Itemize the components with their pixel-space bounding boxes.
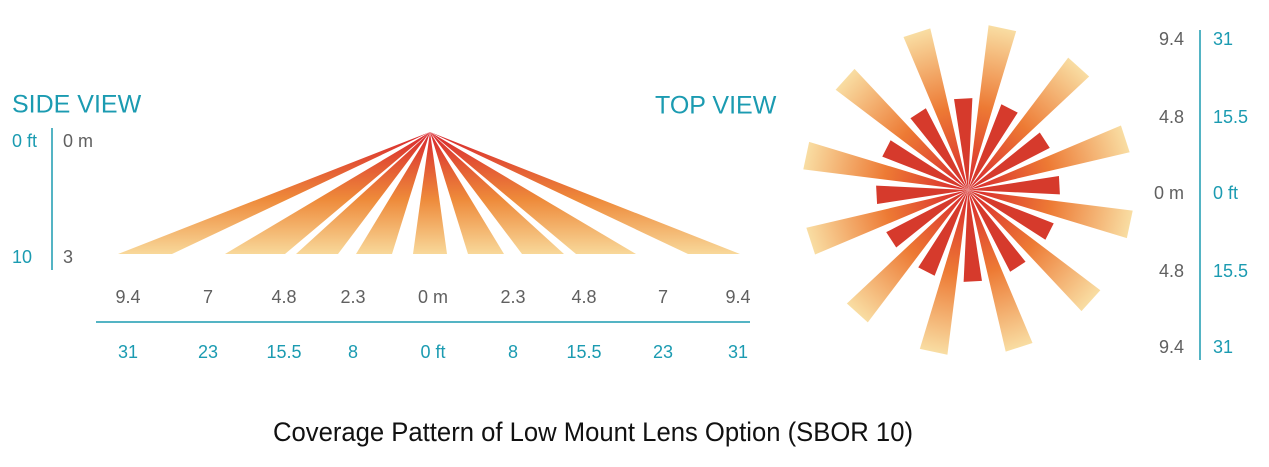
beam [430, 132, 636, 254]
scale-m: 0 m [1154, 183, 1184, 203]
width-ft: 8 [508, 342, 518, 362]
long-beam [803, 141, 968, 190]
width-m: 4.8 [271, 287, 296, 307]
top-view-pattern [803, 25, 1133, 355]
long-beam [846, 190, 968, 323]
beam [356, 132, 430, 254]
short-beam [886, 190, 968, 248]
short-beam [968, 190, 1054, 240]
beam [430, 132, 564, 254]
width-m: 2.3 [340, 287, 365, 307]
width-ft: 15.5 [266, 342, 301, 362]
short-beam [968, 190, 1026, 272]
long-beam [903, 28, 968, 191]
short-beam [910, 108, 968, 190]
scale-m: 9.4 [1159, 29, 1184, 49]
top-view-title: TOP VIEW [655, 92, 777, 120]
short-beam [876, 185, 968, 204]
short-beam [968, 176, 1060, 195]
width-ft: 31 [728, 342, 748, 362]
scale-ft: 31 [1213, 337, 1233, 357]
beam [118, 132, 430, 254]
caption: Coverage Pattern of Low Mount Lens Optio… [273, 417, 913, 447]
width-ft: 8 [348, 342, 358, 362]
short-beam [918, 190, 968, 276]
width-m: 2.3 [500, 287, 525, 307]
width-m: 9.4 [115, 287, 140, 307]
width-m: 0 m [418, 287, 448, 307]
width-ft: 15.5 [566, 342, 601, 362]
beam [430, 132, 740, 254]
short-beam [968, 104, 1018, 190]
beam [225, 132, 430, 254]
beam [413, 132, 447, 254]
long-beam [968, 125, 1130, 190]
depth-ft: 0 ft [12, 131, 37, 151]
scale-m: 4.8 [1159, 261, 1184, 281]
depth-m: 0 m [63, 131, 93, 151]
long-beam [806, 190, 968, 255]
width-ft: 23 [653, 342, 673, 362]
width-m: 7 [658, 287, 668, 307]
beam [430, 132, 504, 254]
long-beam [968, 190, 1033, 352]
width-m: 9.4 [725, 287, 750, 307]
long-beam [968, 25, 1017, 190]
side-view-pattern [118, 132, 740, 254]
width-m: 7 [203, 287, 213, 307]
long-beam [968, 190, 1101, 312]
width-ft: 0 ft [420, 342, 445, 362]
long-beam [835, 68, 968, 190]
depth-ft: 10 [12, 247, 32, 267]
scale-ft: 0 ft [1213, 183, 1238, 203]
scale-ft: 15.5 [1213, 261, 1248, 281]
scale-ft: 31 [1213, 29, 1233, 49]
width-ft: 31 [118, 342, 138, 362]
long-beam [968, 190, 1133, 239]
side-view-title: SIDE VIEW [12, 91, 142, 119]
width-m: 4.8 [571, 287, 596, 307]
scale-m: 9.4 [1159, 337, 1184, 357]
beam [296, 132, 430, 254]
depth-m: 3 [63, 247, 73, 267]
scale-ft: 15.5 [1213, 107, 1248, 127]
long-beam [919, 190, 968, 355]
scale-m: 4.8 [1159, 107, 1184, 127]
long-beam [968, 57, 1090, 191]
short-beam [968, 132, 1050, 190]
short-beam [954, 98, 973, 190]
short-beam [882, 140, 968, 190]
width-ft: 23 [198, 342, 218, 362]
short-beam [963, 190, 982, 282]
